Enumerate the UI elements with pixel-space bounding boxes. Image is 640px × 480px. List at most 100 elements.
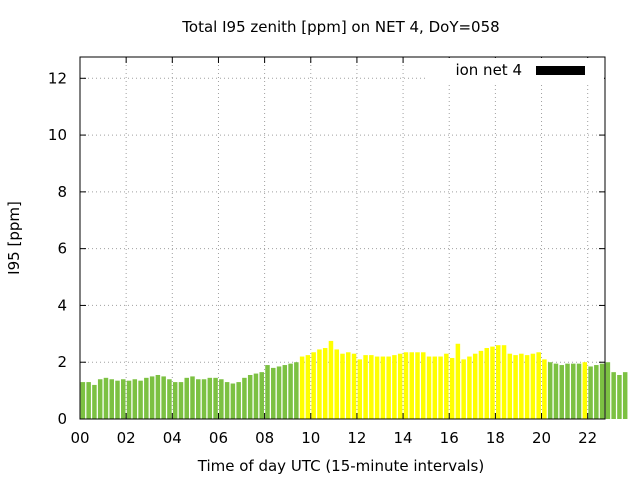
bar [438,356,443,419]
bar [282,365,288,419]
x-tick-label: 12 [347,429,366,447]
x-tick-label: 08 [255,429,274,447]
bar [311,352,316,419]
bar [334,349,339,419]
bar [449,357,455,419]
legend-label: ion net 4 [455,61,522,79]
bar [565,363,570,419]
bar [346,352,351,419]
legend-swatch [536,66,585,75]
bar [328,340,334,419]
bar [467,356,472,419]
bar [161,376,166,419]
bar [415,352,420,419]
bar [144,377,149,419]
bar [213,377,218,419]
bar [121,379,126,419]
bar [97,379,103,419]
bar [167,379,172,419]
y-tick-label: 12 [48,69,67,87]
bar [472,353,478,419]
bar [219,379,224,419]
bar [178,382,184,419]
x-tick-label: 22 [578,429,597,447]
bar [172,382,178,419]
bar [622,372,628,419]
bar [444,353,449,419]
bar [582,362,588,419]
bar [184,377,189,419]
bar [317,349,322,419]
x-tick-label: 04 [163,429,182,447]
bar [363,355,368,419]
bar [397,353,403,419]
bar [617,374,622,419]
bar [507,353,513,419]
bar [242,377,247,419]
y-tick-label: 10 [48,126,67,144]
bar [374,356,380,419]
bar [126,380,132,419]
bar [478,350,484,419]
bar [196,379,201,419]
bar [288,363,293,419]
bar [230,383,236,419]
bar [421,352,426,419]
bar [276,366,282,419]
bar [294,362,299,419]
bar [369,355,374,419]
bar [547,362,553,419]
plot-frame [79,56,606,420]
bar [588,366,593,419]
bar [201,379,207,419]
x-tick-label: 20 [532,429,551,447]
bar [386,356,391,419]
bar [80,382,86,419]
bar [340,353,345,419]
bar [605,362,611,419]
x-tick-label: 10 [301,429,320,447]
bar [403,352,409,419]
bar [599,363,605,419]
x-tick-label: 06 [209,429,228,447]
y-tick-label: 2 [57,353,67,371]
x-tick-label: 16 [440,429,459,447]
bar [155,374,161,419]
bar [513,355,518,419]
bar [86,382,91,419]
legend: ion net 4 [428,58,604,82]
bar [455,343,461,419]
chart-title: Total I95 zenith [ppm] on NET 4, DoY=058 [181,18,499,36]
bar [594,365,599,419]
bar [236,382,241,419]
bar [559,365,564,419]
bar [322,348,328,419]
x-axis-label: Time of day UTC (15-minute intervals) [197,457,484,475]
bar [132,379,138,419]
bar [115,380,120,419]
bar [524,355,530,419]
y-axis-label: I95 [ppm] [5,201,23,275]
bar [536,352,541,419]
bar [501,345,507,419]
bar [542,359,547,419]
grid [80,57,605,419]
x-tick-label: 02 [117,429,136,447]
y-tick-label: 8 [57,183,67,201]
bar [571,363,576,419]
bar [265,365,270,419]
bar [92,384,97,419]
bar [253,373,259,419]
bar [247,374,253,419]
bar [259,372,264,419]
bar [490,346,495,419]
bar [207,377,213,419]
y-tick-label: 0 [57,410,67,428]
bar [380,356,386,419]
bar [271,367,276,419]
bar [149,376,155,419]
bar [426,356,432,419]
bar [496,345,501,419]
